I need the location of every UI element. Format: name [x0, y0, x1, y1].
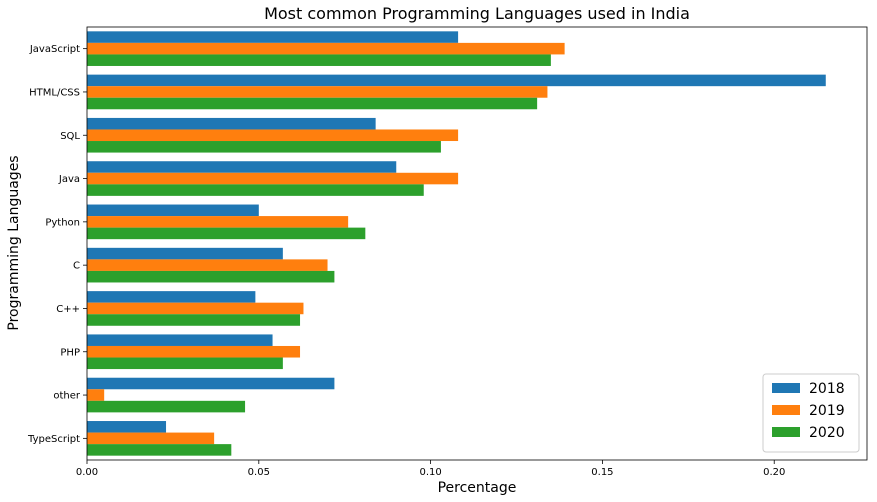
x-tick-label: 0.20	[763, 467, 785, 478]
bar-html-css-2020	[87, 97, 538, 110]
y-tick-label: Python	[45, 217, 80, 228]
bar-javascript-2020	[87, 54, 551, 66]
bar-sql-2018	[87, 117, 376, 130]
bar-typescript-2018	[87, 421, 167, 433]
bar-python-2019	[87, 216, 349, 228]
bar-other-2018	[87, 377, 335, 390]
bar-java-2020	[87, 184, 424, 196]
x-tick-label: 0.05	[248, 467, 270, 478]
bar-c--2019	[87, 302, 304, 315]
bar-java-2019	[87, 172, 459, 185]
bar-c--2018	[87, 291, 256, 303]
y-tick-label: SQL	[60, 131, 80, 142]
bar-c--2020	[87, 314, 301, 326]
x-tick-label: 0.10	[419, 467, 441, 478]
y-tick-label: C++	[56, 304, 80, 315]
legend-label-2019: 2019	[809, 403, 845, 419]
legend-swatch-2018	[772, 383, 800, 393]
y-tick-label: Java	[58, 174, 80, 185]
bar-php-2019	[87, 345, 301, 358]
chart-title: Most common Programming Languages used i…	[264, 4, 690, 23]
y-tick-label: HTML/CSS	[29, 87, 80, 98]
axes-layer: JavaScript HTML/CSS SQL Java Python C C++ PHP ot…	[27, 26, 868, 478]
legend-label-2020: 2020	[809, 425, 845, 441]
x-axis-title: Percentage	[438, 480, 517, 496]
y-tick-label: TypeScript	[27, 434, 80, 445]
y-tick-label: C	[73, 261, 80, 272]
bar-c-2020	[87, 270, 335, 283]
legend-label-2018: 2018	[809, 381, 845, 397]
legend: 2018 2019 2020	[762, 373, 860, 453]
y-tick-label: JavaScript	[29, 44, 80, 55]
y-tick-label: PHP	[60, 347, 80, 358]
bar-other-2019	[87, 389, 105, 401]
bar-sql-2019	[87, 129, 459, 142]
x-tick-label: 0.15	[591, 467, 613, 478]
bar-php-2020	[87, 357, 283, 370]
legend-swatch-2019	[772, 405, 800, 415]
x-tick-label: 0.00	[76, 467, 98, 478]
bars-layer	[87, 31, 826, 456]
bar-javascript-2019	[87, 42, 565, 55]
bar-html-css-2018	[87, 74, 826, 87]
bar-c-2019	[87, 259, 328, 271]
y-tick-label: other	[53, 391, 81, 402]
bar-java-2018	[87, 161, 397, 173]
y-axis-title: Programming Languages	[6, 155, 22, 330]
plot-frame	[86, 26, 868, 461]
legend-swatch-2020	[772, 427, 800, 437]
bar-php-2018	[87, 334, 273, 346]
bar-python-2018	[87, 204, 259, 217]
bar-typescript-2019	[87, 432, 215, 445]
bar-c-2018	[87, 247, 283, 260]
bar-typescript-2020	[87, 444, 232, 456]
bar-other-2020	[87, 400, 246, 413]
bar-python-2020	[87, 227, 366, 240]
bar-javascript-2018	[87, 31, 459, 43]
bar-sql-2020	[87, 141, 441, 153]
bar-html-css-2019	[87, 86, 548, 98]
